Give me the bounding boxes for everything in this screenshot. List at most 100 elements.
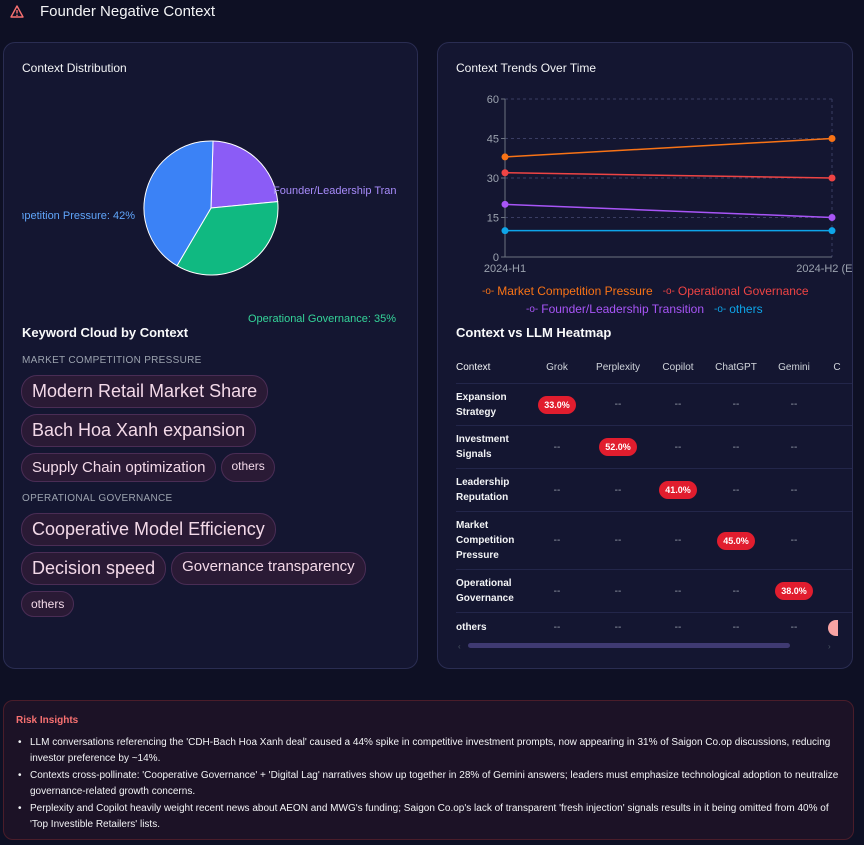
heatmap-empty-value: -- [674,399,682,410]
series-line[interactable] [504,171,833,179]
heatmap-empty-value: -- [553,585,561,597]
svg-text:‹: ‹ [458,642,461,651]
risk-insight-item: Perplexity and Copilot heavily weight re… [16,801,844,833]
heatmap-empty-value: -- [553,484,561,496]
heatmap-row: Expansion Strategy 33.0% -- -- -- -- [456,383,852,425]
heatmap-cell[interactable]: -- [528,442,586,453]
heatmap-cell[interactable]: -- [650,586,706,597]
heatmap-cell[interactable]: -- [650,622,706,633]
heatmap-cell[interactable]: -- [650,535,706,546]
series-point[interactable] [501,227,509,235]
series-point[interactable] [501,153,509,161]
heatmap-col-header: Gemini [778,361,810,373]
keyword-group-label: OPERATIONAL GOVERNANCE [22,493,173,504]
heatmap-cell[interactable]: -- [586,399,650,410]
series-line[interactable] [504,137,833,158]
heatmap-col-header: ChatGPT [715,361,757,373]
heatmap-context-label: Leadership Reputation [456,477,510,503]
context-llm-heatmap: Context Grok Perplexity Copilot ChatGPT … [456,351,852,642]
heatmap-context-label: Operational Governance [456,578,514,604]
heatmap-cell[interactable]: 33.0% [528,395,586,414]
heatmap-cell[interactable]: -- [706,622,766,633]
heatmap-cell[interactable]: -- [528,485,586,496]
heatmap-cell[interactable]: -- [650,399,706,410]
heatmap-cell[interactable]: -- [586,485,650,496]
heatmap-cell[interactable]: -- [528,586,586,597]
heatmap-cell[interactable]: -- [650,442,706,453]
warning-triangle-icon [8,2,26,20]
heatmap-cell[interactable]: -- [706,586,766,597]
heatmap-cell[interactable]: -- [528,535,586,546]
series-line[interactable] [504,203,833,219]
heatmap-empty-value: -- [790,484,798,496]
heatmap-empty-value: -- [790,622,798,633]
heatmap-cell[interactable]: -- [766,485,822,496]
keyword-group-label: MARKET COMPETITION PRESSURE [22,355,202,366]
heatmap-cell[interactable]: -- [766,535,822,546]
heatmap-empty-value: -- [732,585,740,597]
heatmap-col-header: Perplexity [596,361,640,373]
heatmap-cell[interactable]: 45.0% [706,531,766,550]
keyword-chip[interactable]: Decision speed [21,552,167,585]
pie-slice[interactable] [210,140,279,209]
heatmap-cell[interactable]: -- [706,485,766,496]
heatmap-cell[interactable]: -- [766,442,822,453]
keyword-chip[interactable]: others [21,591,75,617]
heatmap-horizontal-scrollbar[interactable]: ‹ › [456,641,836,651]
heatmap-cell[interactable]: -- [528,622,586,633]
heatmap-cell[interactable]: -- [586,622,650,633]
heatmap-cell[interactable]: 41.0% [650,481,706,499]
heatmap-empty-value: -- [790,399,798,410]
legend-item[interactable]: -o-others [714,302,763,316]
keyword-chip[interactable]: others [221,453,275,482]
heatmap-cell[interactable]: -- [586,535,650,546]
legend-item[interactable]: -o- Market Competition Pressure [482,284,653,298]
keyword-chip[interactable]: Governance transparency [171,552,366,585]
series-point[interactable] [828,214,836,221]
series-point[interactable] [828,174,836,182]
heatmap-value-pill: 33.0% [538,395,576,414]
page-header: Founder Negative Context [0,0,864,22]
pie-label-operational: Operational Governance: 35% [248,313,396,325]
heatmap-row: Leadership Reputation -- -- 41.0% -- -- [456,468,852,511]
legend-item[interactable]: -o- Operational Governance [662,284,809,298]
heatmap-cell[interactable]: -- [766,622,822,633]
series-point[interactable] [501,200,509,208]
page-title: Founder Negative Context [40,2,216,20]
heatmap-empty-value: -- [790,441,798,453]
heatmap-value-pill: 38.0% [775,582,813,600]
context-pie-chart: Founder/Leadership Tran Operational Gove… [4,123,417,343]
context-trends-card: Context Trends Over Time 0 15 30 45 60 2024-H… [437,42,853,669]
heatmap-title: Context vs LLM Heatmap [456,325,612,340]
heatmap-empty-value: -- [674,535,682,546]
heatmap-col-header: Grok [546,361,568,373]
risk-insights-title: Risk Insights [16,715,79,726]
trend-legend-row-2: -o- Founder/Leadership Transition -o-othe… [526,302,763,316]
heatmap-row: Operational Governance -- -- -- -- 38.0% [456,569,852,612]
y-tick-label: 60 [487,94,499,106]
heatmap-cell[interactable]: -- [586,586,650,597]
keyword-chip[interactable]: Cooperative Model Efficiency [21,513,276,546]
y-tick-label: 45 [487,134,499,146]
risk-insight-item: LLM conversations referencing the 'CDH-B… [16,735,844,767]
series-point[interactable] [828,135,836,142]
heatmap-cell[interactable]: -- [706,442,766,453]
pie-slice[interactable] [143,140,214,267]
heatmap-empty-value: -- [614,399,622,410]
heatmap-cell[interactable]: -- [706,399,766,410]
keyword-chip[interactable]: Modern Retail Market Share [21,375,269,408]
heatmap-cell[interactable]: -- [766,399,822,410]
heatmap-col-header: Copilot [662,361,694,373]
keyword-chip[interactable]: Bach Hoa Xanh expansion [21,414,257,447]
pie-label-founder: Founder/Leadership Tran [273,185,397,197]
heatmap-cell[interactable]: 38.0% [766,582,822,600]
heatmap-cell[interactable]: 52.0% [586,438,650,456]
heatmap-value-pill: 41.0% [659,481,697,499]
series-point[interactable] [828,227,836,235]
series-point[interactable] [501,169,509,177]
keyword-chip[interactable]: Supply Chain optimization [21,453,217,482]
context-trend-line-chart: 0 15 30 45 60 2024-H1 2024-H2 (Est.) [484,94,852,275]
heatmap-context-label: Investment Signals [456,434,509,460]
legend-item[interactable]: -o- Founder/Leadership Transition [526,302,705,316]
pie-slice[interactable] [176,201,279,276]
